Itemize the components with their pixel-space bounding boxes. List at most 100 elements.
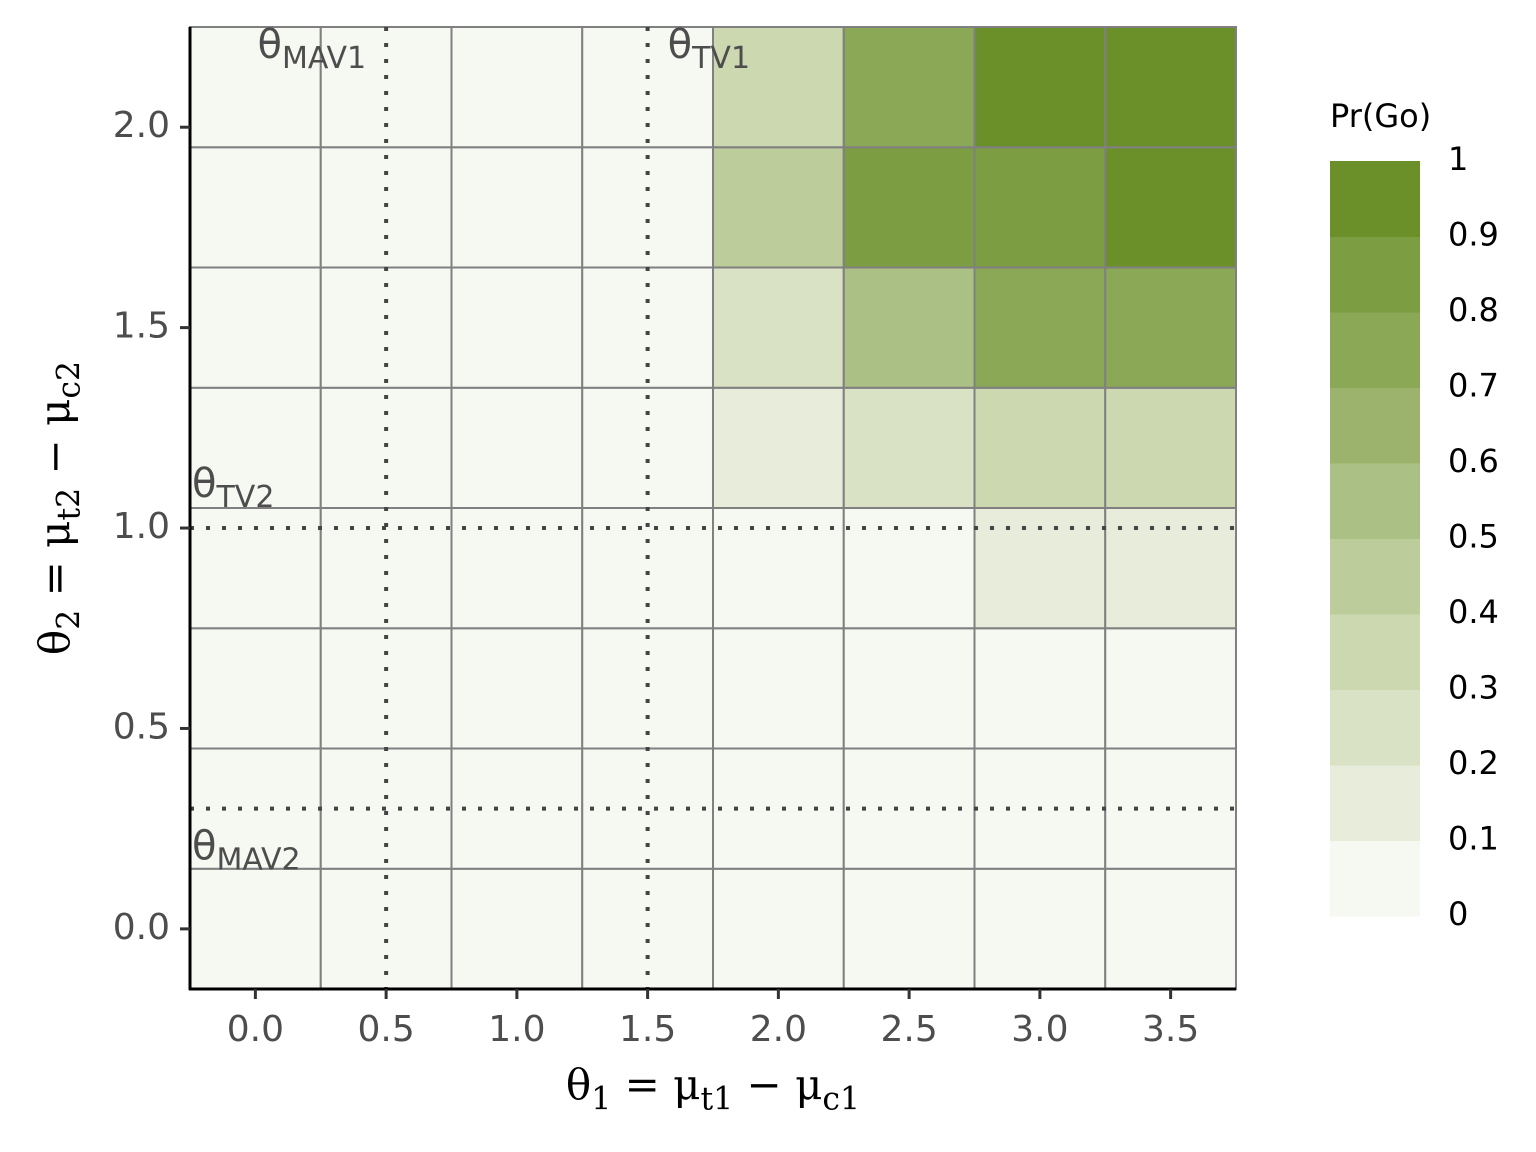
heat-cell (842, 507, 976, 630)
x-tick-label: 1.0 (488, 1009, 545, 1050)
heat-cell (581, 627, 714, 750)
legend-tick-label: 0.1 (1448, 820, 1499, 858)
subscript: c2 (51, 361, 87, 399)
legend-title: Pr(Go) (1330, 97, 1431, 135)
text-part: = μ (611, 1060, 700, 1109)
x-tick-label: 1.5 (619, 1009, 676, 1050)
reference-label: θMAV1 (258, 22, 367, 76)
heat-cell (712, 507, 845, 630)
legend-swatch (1330, 614, 1420, 690)
heat-cell (973, 146, 1107, 269)
heat-cell (189, 26, 322, 149)
heat-cell (319, 266, 453, 389)
legend-swatch (1330, 312, 1420, 388)
legend-tick-label: 0.8 (1448, 291, 1499, 329)
heat-cell (319, 627, 453, 750)
text-part: θ (192, 824, 216, 870)
heat-cell (450, 266, 584, 389)
heat-cell (973, 507, 1107, 630)
heat-cell (581, 386, 714, 509)
text-part: θ (668, 22, 692, 68)
heat-cell (319, 26, 453, 149)
heat-cell (1104, 26, 1237, 149)
legend-tick-label: 0.2 (1448, 744, 1499, 782)
legend-swatch (1330, 236, 1420, 313)
heat-cell (450, 26, 584, 149)
y-axis-title: θ2 = μt2 − μc2 (30, 361, 87, 655)
legend-swatch (1330, 161, 1420, 237)
heat-cell (319, 867, 453, 990)
heat-cell (319, 747, 453, 870)
reference-label: θTV1 (668, 22, 750, 76)
heat-cell (319, 507, 453, 630)
subscript: t2 (51, 488, 87, 521)
text-part: θ (258, 22, 282, 68)
heat-cell (450, 867, 584, 990)
legend-tick-label: 0.3 (1448, 669, 1499, 707)
reference-label: θTV2 (192, 461, 274, 514)
x-tick-label: 3.5 (1142, 1009, 1199, 1050)
heat-cell (712, 627, 845, 750)
heat-cell (712, 146, 845, 269)
legend-swatch (1330, 538, 1420, 615)
text-part: θ (30, 630, 79, 655)
heat-cell (842, 146, 976, 269)
heat-cell (842, 867, 976, 990)
legend-swatch (1330, 387, 1420, 464)
subscript: TV1 (691, 41, 750, 76)
heat-cell (1104, 266, 1237, 389)
x-tick-label: 2.5 (880, 1009, 937, 1050)
heat-cell (712, 867, 845, 990)
heat-cell (450, 627, 584, 750)
heat-cell (581, 146, 714, 269)
subscript: 1 (591, 1081, 611, 1117)
legend-tick-label: 0.6 (1448, 442, 1499, 480)
heat-cell (842, 386, 976, 509)
subscript: t1 (700, 1081, 733, 1117)
heat-cell (842, 627, 976, 750)
legend-swatch (1330, 840, 1420, 917)
heat-cell (450, 507, 584, 630)
heat-cell (189, 627, 322, 750)
heat-cell (1104, 146, 1237, 269)
legend-tick-label: 0.4 (1448, 593, 1499, 631)
x-axis-title: θ1 = μt1 − μc1 (566, 1060, 860, 1117)
subscript: MAV2 (216, 842, 300, 877)
y-tick-label: 1.0 (113, 506, 170, 547)
x-tick-label: 0.5 (357, 1009, 414, 1050)
y-tick-label: 1.5 (113, 306, 170, 347)
heat-cell (319, 386, 453, 509)
heat-cell (450, 146, 584, 269)
legend-tick-label: 1 (1448, 140, 1468, 178)
heat-cell (1104, 627, 1237, 750)
legend-tick-label: 0.7 (1448, 367, 1499, 405)
y-tick-label: 0.5 (113, 706, 170, 747)
heat-cell (189, 867, 322, 990)
text-part: = μ (30, 521, 79, 610)
heat-cell (1104, 867, 1237, 990)
heat-cell (450, 747, 584, 870)
legend-swatch (1330, 765, 1420, 841)
y-tick-label: 0.0 (113, 907, 170, 948)
heat-cell (712, 386, 845, 509)
heat-cell (973, 627, 1107, 750)
subscript: c1 (822, 1081, 860, 1117)
heat-cell (319, 146, 453, 269)
text-part: − μ (733, 1060, 822, 1109)
text-part: θ (566, 1060, 591, 1109)
subscript: MAV1 (282, 41, 366, 76)
x-tick-label: 2.0 (750, 1009, 807, 1050)
heat-cell (842, 26, 976, 149)
text-part: θ (192, 461, 216, 507)
heat-cell (1104, 386, 1237, 509)
subscript: 2 (51, 610, 87, 630)
heat-cell (581, 507, 714, 630)
heat-cell (973, 386, 1107, 509)
text-part: − μ (30, 399, 79, 488)
heat-cell (973, 26, 1107, 149)
legend-swatch (1330, 463, 1420, 539)
x-tick-label: 3.0 (1011, 1009, 1068, 1050)
heat-cell (189, 507, 322, 630)
legend-swatch (1330, 689, 1420, 766)
